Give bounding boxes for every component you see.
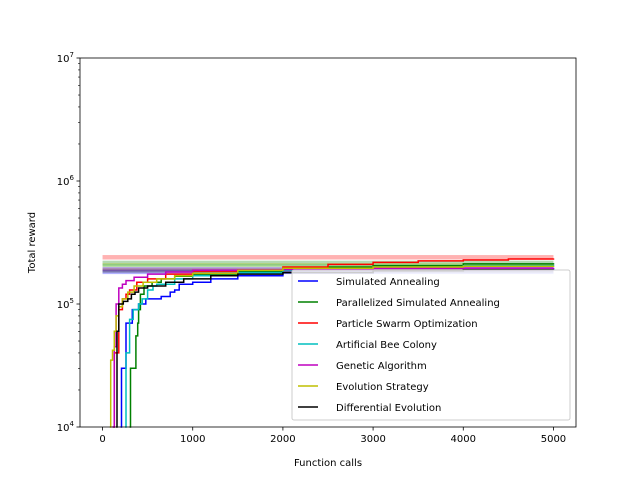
band-1 <box>102 260 554 266</box>
y-tick-label: 107 <box>57 51 74 65</box>
legend-label: Artificial Bee Colony <box>336 340 437 351</box>
y-tick-label: 105 <box>57 297 74 311</box>
y-tick-label: 106 <box>57 174 75 188</box>
y-axis-label: Total reward <box>27 212 38 274</box>
legend-label: Particle Swarm Optimization <box>336 319 478 330</box>
legend-box <box>291 269 571 421</box>
y-axis-ticks: 104 105 106 107 <box>57 51 80 434</box>
x-tick-label: 0 <box>99 434 105 445</box>
legend-label: Differential Evolution <box>336 403 441 414</box>
series-lines <box>109 258 555 428</box>
plot-frame <box>79 57 577 428</box>
band-0 <box>102 255 554 260</box>
x-axis-label: Function calls <box>294 458 362 469</box>
x-tick-label: 1000 <box>180 434 205 445</box>
legend-label: Parallelized Simulated Annealing <box>336 298 500 309</box>
series-line-5 <box>109 265 555 428</box>
legend-label: Evolution Strategy <box>336 382 429 393</box>
series-line-1 <box>129 263 555 428</box>
legend: Simulated Annealing Parallelized Simulate… <box>291 269 571 421</box>
x-tick-label: 4000 <box>451 434 476 445</box>
legend-label: Genetic Algorithm <box>336 361 427 372</box>
x-tick-label: 2000 <box>270 434 295 445</box>
x-axis-ticks: 0 1000 2000 3000 4000 5000 <box>99 427 566 445</box>
x-tick-label: 5000 <box>541 434 566 445</box>
x-tick-label: 3000 <box>360 434 385 445</box>
y-tick-label: 104 <box>57 420 75 434</box>
legend-label: Simulated Annealing <box>336 277 440 288</box>
